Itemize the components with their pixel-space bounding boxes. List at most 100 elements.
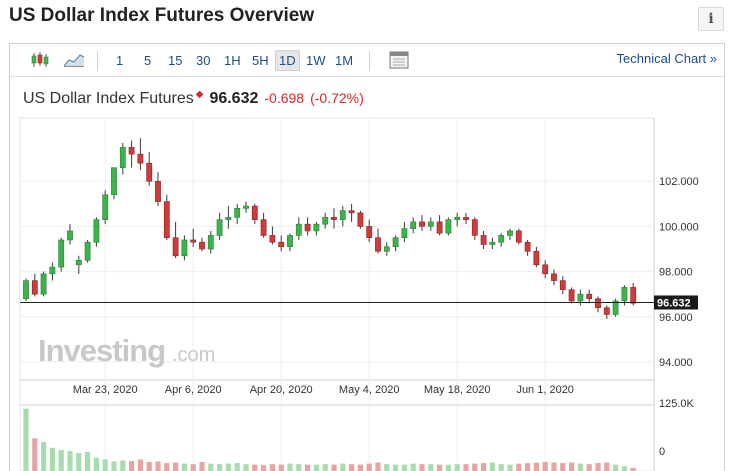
candle: [155, 180, 161, 202]
candle: [40, 273, 47, 295]
candle: [84, 241, 91, 261]
timeframe-15[interactable]: 15: [168, 53, 183, 68]
timeframe-1w[interactable]: 1W: [306, 53, 326, 68]
price-tick-label: 102.000: [659, 176, 699, 188]
candle: [269, 235, 276, 243]
candle: [463, 217, 469, 220]
candle: [595, 298, 601, 309]
volume-bar: [375, 462, 381, 471]
candle: [313, 223, 320, 232]
candle: [278, 241, 285, 248]
volume-bar: [613, 464, 619, 471]
candle: [49, 266, 56, 275]
candle: [260, 219, 267, 236]
volume-bar: [630, 467, 636, 471]
area-chart-icon[interactable]: [62, 50, 86, 70]
candle: [515, 230, 522, 243]
volume-bar: [261, 465, 267, 471]
candle: [375, 237, 381, 252]
volume-bar: [85, 451, 91, 471]
volume-bar: [472, 463, 478, 471]
candle: [163, 201, 170, 239]
candle: [498, 235, 505, 243]
volume-bar: [349, 464, 355, 471]
candle: [234, 208, 241, 218]
candle: [251, 205, 258, 220]
volume-bar: [481, 463, 487, 471]
info-button[interactable]: i: [698, 7, 724, 31]
volume-bar: [569, 462, 575, 471]
volume-bar: [296, 464, 302, 471]
timeframe-1m[interactable]: 1M: [335, 53, 354, 68]
volume-bar: [393, 464, 399, 471]
candle: [410, 221, 417, 229]
volume-bar: [419, 464, 425, 471]
timeframe-1d[interactable]: 1D: [275, 50, 300, 71]
date-tick-label: Mar 23, 2020: [73, 384, 138, 396]
volume-bar: [102, 459, 108, 471]
volume-bar: [533, 462, 539, 471]
candle: [243, 205, 249, 209]
volume-bar: [498, 464, 504, 471]
timeframe-5h[interactable]: 5H: [252, 53, 269, 68]
date-tick-label: May 18, 2020: [424, 384, 491, 396]
volume-bar: [489, 462, 495, 471]
volume-bar: [437, 464, 443, 471]
price-tick-label: 98.000: [659, 267, 693, 279]
candle: [489, 241, 496, 245]
candle: [612, 300, 619, 315]
price-tick-label: 94.000: [659, 357, 693, 369]
volume-bar: [58, 449, 64, 471]
last-price: 96.632: [209, 90, 259, 107]
price-tick-label: 100.000: [659, 221, 699, 233]
date-tick-label: Apr 20, 2020: [250, 384, 313, 396]
volume-bar: [190, 464, 196, 471]
candle: [181, 239, 188, 257]
timeframe-1[interactable]: 1: [116, 53, 124, 68]
volume-bar: [155, 461, 161, 471]
volume-bar: [366, 463, 372, 471]
toolbar-divider: [97, 51, 98, 71]
volume-bar: [67, 450, 73, 471]
last-price-tag: [654, 295, 698, 310]
volume-bar: [173, 462, 179, 471]
volume-bar: [322, 464, 328, 471]
candle: [287, 235, 293, 248]
candle: [507, 230, 513, 236]
realtime-marker-icon: ◆: [195, 89, 204, 100]
calendar-icon[interactable]: [387, 50, 411, 70]
candle: [480, 235, 487, 245]
candle: [533, 250, 540, 266]
page-title: US Dollar Index Futures Overview: [9, 5, 315, 26]
candle: [75, 259, 82, 266]
volume-bar: [305, 464, 311, 471]
timeframe-1h[interactable]: 1H: [224, 53, 241, 68]
candlestick-chart-icon[interactable]: [28, 50, 52, 70]
candle: [436, 221, 443, 234]
candle: [146, 162, 153, 182]
volume-bar: [542, 462, 548, 471]
candle: [58, 239, 65, 268]
volume-bar: [243, 464, 249, 471]
date-tick-label: Apr 6, 2020: [165, 384, 222, 396]
candle: [568, 289, 575, 302]
candle: [67, 230, 73, 241]
technical-chart-link[interactable]: Technical Chart »: [616, 51, 717, 66]
timeframe-5[interactable]: 5: [144, 53, 152, 68]
volume-bar: [269, 464, 275, 471]
investing-watermark-suffix: .com: [172, 344, 215, 366]
candle: [586, 293, 593, 299]
chart-toolbar: 1 5 15 30 1H 5H 1D 1W 1M Technical Chart…: [10, 44, 724, 77]
volume-bar: [129, 460, 135, 471]
volume-tick-label: 0: [659, 446, 665, 458]
volume-bar: [577, 463, 583, 471]
candle: [427, 221, 434, 227]
candle: [577, 293, 584, 302]
volume-bar: [252, 464, 258, 471]
candle: [454, 217, 461, 220]
candle: [331, 217, 337, 220]
price-change-percent: (-0.72%): [310, 90, 364, 106]
timeframe-30[interactable]: 30: [196, 53, 211, 68]
candle: [348, 210, 355, 214]
